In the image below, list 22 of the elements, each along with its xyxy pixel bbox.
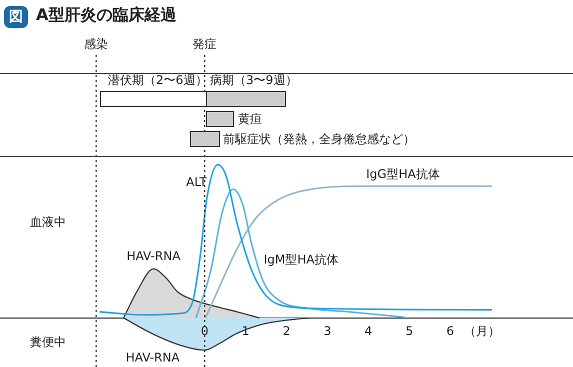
text: 黄疸 bbox=[238, 112, 262, 126]
ref-line-label: 感染 bbox=[84, 37, 108, 52]
ref-line-label: 発症 bbox=[192, 37, 217, 52]
annotation: 糞便中 bbox=[29, 335, 67, 349]
series-label: HAV-RNA bbox=[126, 350, 180, 364]
annotation: 血液中 bbox=[29, 215, 67, 229]
x-tick-label: 6 bbox=[446, 324, 454, 338]
text: 病期（3〜9週） bbox=[210, 73, 298, 87]
series-label: HAV-RNA bbox=[126, 249, 182, 264]
series-label: IgG型HA抗体 bbox=[366, 167, 440, 182]
text: 潜伏期（2〜6週） bbox=[108, 73, 208, 87]
x-axis-title: （月） bbox=[464, 324, 500, 338]
series-label: IgM型HA抗体 bbox=[264, 252, 338, 266]
x-tick-label: 3 bbox=[324, 324, 332, 338]
series-label: ALT bbox=[186, 174, 208, 189]
x-tick-label: 0 bbox=[200, 324, 208, 338]
chart-title: A型肝炎の臨床経過 bbox=[36, 5, 176, 26]
text: 図 bbox=[4, 6, 28, 28]
x-tick-label: 4 bbox=[364, 324, 372, 338]
x-tick-label: 5 bbox=[405, 324, 414, 338]
text: 前駆症状（発熱，全身倦怠感など） bbox=[223, 132, 415, 146]
x-tick-label: 2 bbox=[282, 324, 290, 338]
